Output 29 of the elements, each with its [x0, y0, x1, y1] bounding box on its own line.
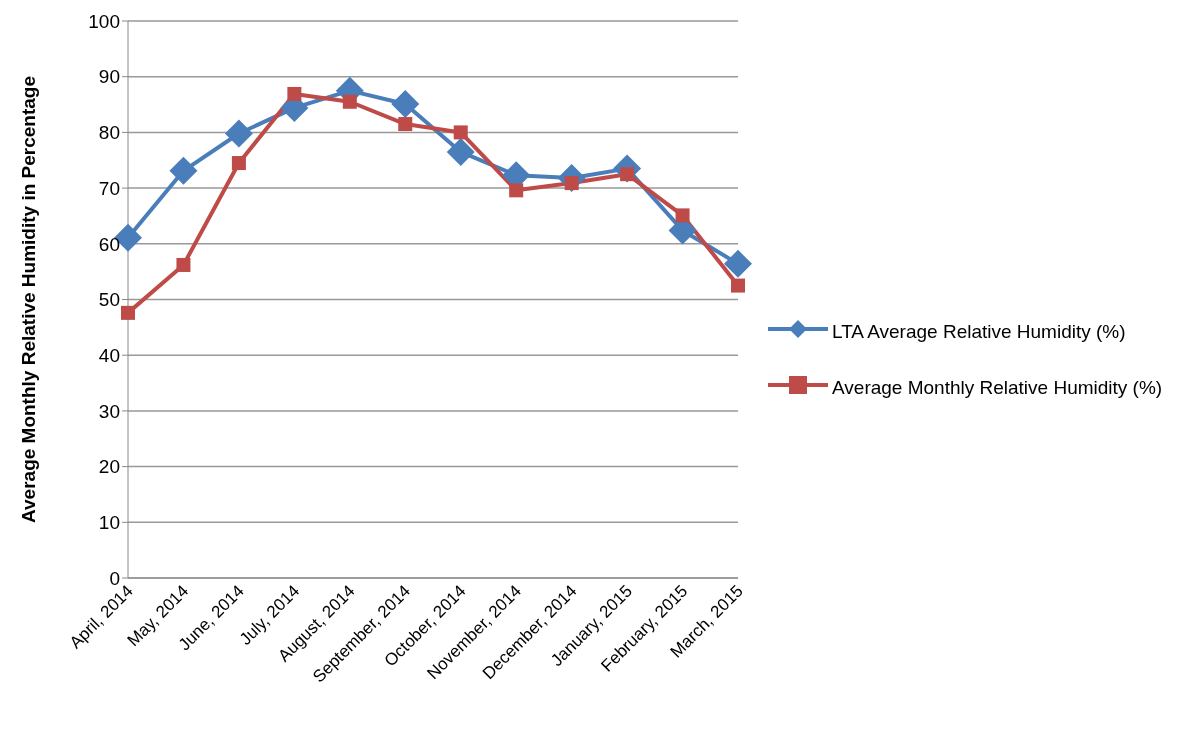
legend-label: Average Monthly Relative Humidity (%) — [832, 376, 1163, 400]
point — [675, 208, 690, 223]
point — [224, 119, 253, 148]
y-tick-label: 50 — [98, 289, 120, 311]
point — [121, 305, 135, 320]
point — [724, 249, 752, 278]
point — [342, 94, 357, 109]
y-tick-label: 40 — [98, 344, 120, 366]
point — [169, 156, 198, 185]
point — [509, 183, 524, 198]
point — [287, 86, 302, 101]
point — [176, 257, 191, 272]
y-tick-label: 60 — [98, 233, 120, 255]
legend-label: LTA Average Relative Humidity (%) — [832, 320, 1126, 344]
point — [453, 125, 468, 140]
y-tick-label: 20 — [98, 456, 120, 478]
y-tick-label: 70 — [98, 177, 120, 199]
y-tick-label: 0 — [109, 567, 120, 589]
y-tick-label: 30 — [98, 400, 120, 422]
y-tick-label: 80 — [98, 122, 120, 144]
point — [391, 89, 420, 118]
y-tick-label: 90 — [98, 66, 120, 88]
y-axis-title: Average Monthly Relative Humidity in Percentage — [17, 76, 39, 523]
point — [398, 117, 413, 132]
y-tick-label: 100 — [88, 10, 120, 32]
y-tick-label: 10 — [98, 512, 120, 534]
point — [731, 278, 745, 293]
point — [446, 137, 475, 166]
point — [231, 156, 246, 171]
